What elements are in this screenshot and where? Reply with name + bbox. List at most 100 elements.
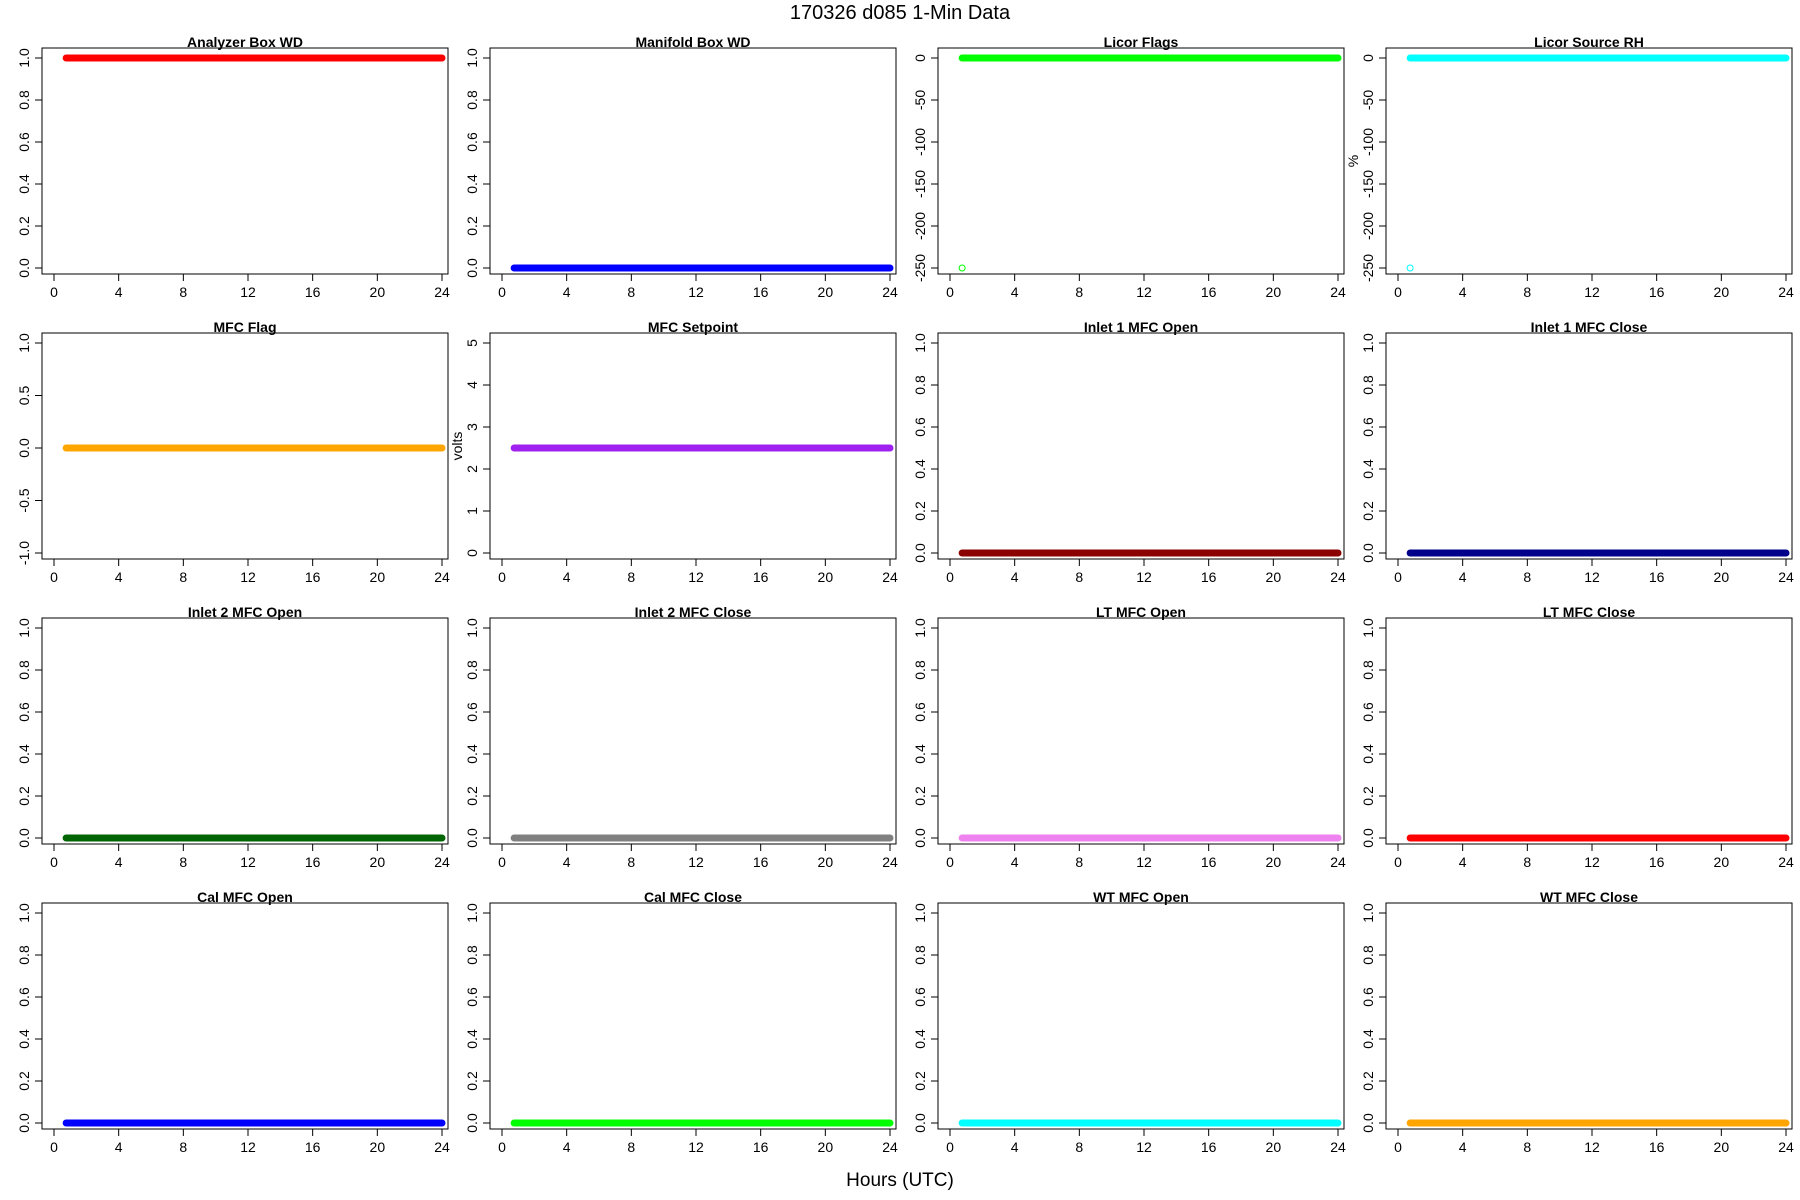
- panel-13: Cal MFC Open 0 4 8 12 16 20 24 0.0 0.2 0.4 0.6 0.8 1.…: [16, 889, 450, 1155]
- x-tick-label: 8: [627, 569, 635, 585]
- x-tick-label: 20: [370, 1139, 386, 1155]
- y-tick-label: 0.2: [912, 786, 928, 806]
- plot-frame: [1385, 47, 1793, 275]
- data-point: [1406, 264, 1414, 272]
- x-tick-label: 0: [1394, 569, 1402, 585]
- y-tick-label: 3: [464, 423, 480, 431]
- x-tick-label: 4: [1011, 284, 1019, 300]
- plot-frame: [41, 47, 449, 275]
- y-tick-label: 0.8: [1360, 945, 1376, 965]
- x-tick-label: 8: [1523, 854, 1531, 870]
- panel-title: LT MFC Close: [1543, 604, 1636, 620]
- x-tick-label: 4: [1459, 854, 1467, 870]
- y-tick-label: 1.0: [464, 903, 480, 923]
- x-tick-label: 20: [818, 284, 834, 300]
- y-tick-label: 0.2: [464, 216, 480, 236]
- y-tick-label: 0.8: [464, 945, 480, 965]
- y-axis-label: %: [1345, 155, 1361, 167]
- x-tick-label: 24: [1330, 569, 1346, 585]
- y-tick-label: 0.0: [912, 828, 928, 848]
- y-tick-label: 0.0: [16, 258, 32, 278]
- y-tick-label: 0.4: [1360, 1029, 1376, 1049]
- y-tick-label: 0.2: [464, 786, 480, 806]
- x-tick-label: 16: [1201, 284, 1217, 300]
- y-tick-label: 0.6: [464, 132, 480, 152]
- x-tick-label: 20: [1714, 284, 1730, 300]
- x-tick-label: 24: [882, 569, 898, 585]
- x-tick-label: 24: [434, 1139, 450, 1155]
- x-tick-label: 8: [1523, 284, 1531, 300]
- y-tick-label: 0.8: [1360, 660, 1376, 680]
- y-tick-label: 0.2: [912, 1071, 928, 1091]
- x-tick-label: 12: [1584, 569, 1600, 585]
- y-tick-label: 0.8: [912, 375, 928, 395]
- y-tick-label: 0.0: [464, 258, 480, 278]
- x-tick-label: 20: [1266, 284, 1282, 300]
- x-tick-label: 8: [627, 284, 635, 300]
- x-tick-label: 16: [1649, 1139, 1665, 1155]
- x-tick-label: 16: [1649, 569, 1665, 585]
- x-tick-label: 24: [434, 569, 450, 585]
- x-tick-label: 4: [1011, 569, 1019, 585]
- y-tick-label: 0.2: [464, 1071, 480, 1091]
- x-tick-label: 0: [50, 854, 58, 870]
- y-tick-label: 0: [464, 549, 480, 557]
- plot-frame: [489, 47, 897, 275]
- y-tick-label: -150: [912, 170, 928, 198]
- y-tick-label: 0.6: [16, 132, 32, 152]
- x-tick-label: 8: [1523, 569, 1531, 585]
- plot-frame: [937, 617, 1345, 845]
- y-tick-label: 2: [464, 465, 480, 473]
- y-tick-label: -1.0: [16, 541, 32, 565]
- x-tick-label: 12: [240, 284, 256, 300]
- y-tick-label: 0.4: [912, 1029, 928, 1049]
- y-tick-label: 0.4: [464, 1029, 480, 1049]
- y-tick-label: 1.0: [912, 618, 928, 638]
- x-tick-label: 4: [563, 1139, 571, 1155]
- y-tick-label: 0.8: [16, 945, 32, 965]
- y-tick-label: 0.4: [16, 744, 32, 764]
- y-tick-label: 0.8: [1360, 375, 1376, 395]
- y-tick-label: 0.6: [1360, 417, 1376, 437]
- panel-title: Inlet 1 MFC Close: [1531, 319, 1648, 335]
- x-tick-label: 12: [1136, 1139, 1152, 1155]
- x-tick-label: 24: [882, 1139, 898, 1155]
- x-tick-label: 0: [498, 1139, 506, 1155]
- plot-frame: [489, 617, 897, 845]
- y-tick-label: 0.6: [1360, 987, 1376, 1007]
- x-tick-label: 20: [818, 1139, 834, 1155]
- x-tick-label: 0: [498, 284, 506, 300]
- x-tick-label: 8: [627, 854, 635, 870]
- y-tick-label: 1.0: [16, 903, 32, 923]
- x-tick-label: 24: [1778, 284, 1794, 300]
- x-tick-label: 12: [1584, 284, 1600, 300]
- x-tick-label: 12: [240, 854, 256, 870]
- x-tick-label: 0: [946, 569, 954, 585]
- y-tick-label: -200: [912, 212, 928, 240]
- y-tick-label: 4: [464, 381, 480, 389]
- y-tick-label: 0.2: [1360, 786, 1376, 806]
- panel-2: Manifold Box WD 0 4 8 12 16 20 24 0.0 0.2 0.4 0.6 0.…: [464, 34, 898, 300]
- x-tick-label: 8: [179, 1139, 187, 1155]
- plot-frame: [1385, 332, 1793, 560]
- x-tick-label: 8: [1075, 854, 1083, 870]
- y-tick-label: 1: [464, 507, 480, 515]
- panel-title: Manifold Box WD: [635, 34, 750, 50]
- x-tick-label: 0: [946, 284, 954, 300]
- x-tick-label: 4: [1459, 1139, 1467, 1155]
- y-tick-label: 0.0: [16, 438, 32, 458]
- x-tick-label: 4: [115, 1139, 123, 1155]
- y-tick-label: 0.4: [464, 744, 480, 764]
- y-tick-label: 0: [1360, 54, 1376, 62]
- x-tick-label: 16: [305, 1139, 321, 1155]
- y-tick-label: 1.0: [1360, 903, 1376, 923]
- x-tick-label: 8: [1523, 1139, 1531, 1155]
- y-tick-label: -250: [912, 254, 928, 282]
- y-tick-label: 0.6: [16, 702, 32, 722]
- plot-frame: [489, 902, 897, 1130]
- x-tick-label: 20: [370, 284, 386, 300]
- y-tick-label: 0.4: [464, 174, 480, 194]
- x-tick-label: 16: [305, 284, 321, 300]
- panel-title: MFC Setpoint: [648, 319, 739, 335]
